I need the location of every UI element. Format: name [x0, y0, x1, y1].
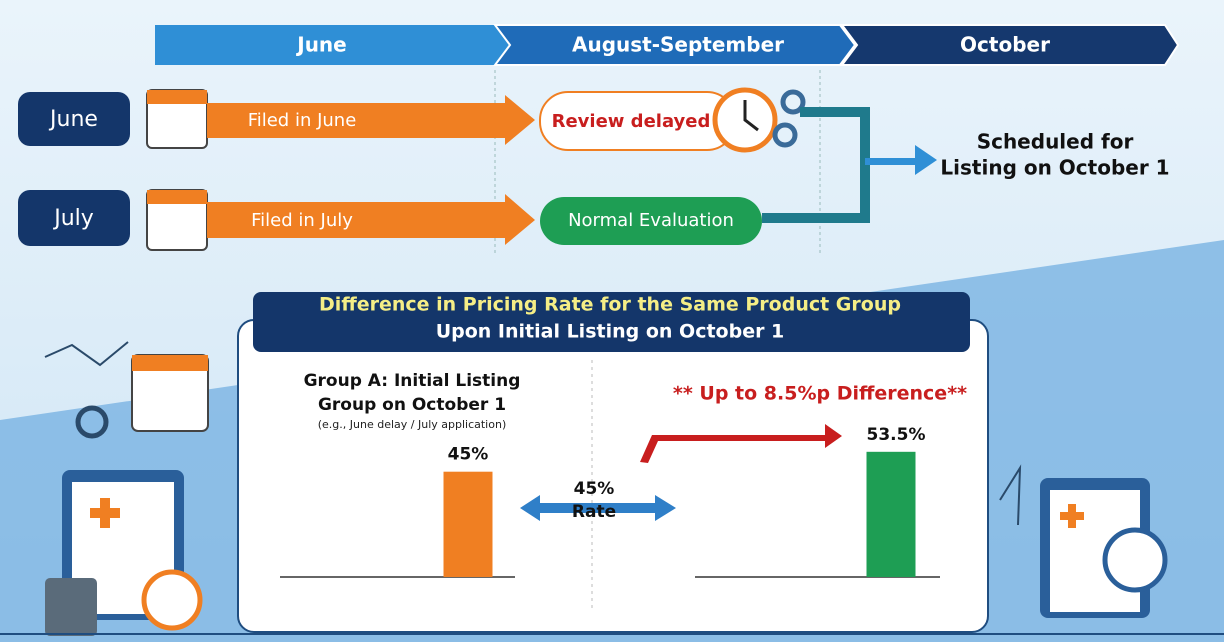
month-pill — [18, 190, 130, 246]
group-note: (e.g., June delay / July application) — [318, 418, 506, 431]
trend-icon — [999, 464, 1022, 526]
panel-title-box — [253, 292, 970, 352]
rate-label: 45% — [574, 479, 615, 499]
filed-label: Filed in June — [248, 110, 357, 131]
month-pill — [18, 92, 130, 146]
gear-icon — [772, 122, 798, 148]
gear-icon — [780, 89, 806, 115]
outcome-label: Scheduled for — [977, 130, 1134, 154]
panel-title: Difference in Pricing Rate for the Same … — [319, 294, 901, 316]
phase-label: June — [295, 33, 346, 57]
calendar-icon — [132, 355, 208, 371]
bar — [443, 471, 493, 577]
cross-icon — [1060, 504, 1084, 528]
clock-icon — [141, 569, 203, 631]
calendar-icon — [147, 190, 207, 204]
difference-label: ** Up to 8.5%p Difference** — [673, 383, 967, 405]
double-arrow — [520, 495, 676, 521]
clock-icon — [743, 100, 759, 132]
bar-value-label: 53.5% — [867, 425, 926, 445]
arrow — [207, 194, 535, 245]
rate-label: Rate — [572, 502, 616, 522]
outcome-label: Listing on October 1 — [940, 156, 1169, 180]
filed-label: Filed in July — [251, 210, 353, 231]
calendar-icon — [147, 90, 207, 104]
panel-title: Upon Initial Listing on October 1 — [436, 321, 785, 343]
phase-chevron — [493, 24, 857, 66]
phase-label: October — [960, 33, 1050, 57]
gear-icon — [75, 405, 109, 439]
status-label: Review delayed — [552, 111, 711, 132]
arrow — [865, 145, 937, 175]
month-label: July — [52, 206, 94, 231]
bar-value-label: 45% — [448, 445, 489, 465]
arrow — [207, 95, 535, 145]
group-label: Group A: Initial Listing — [304, 371, 521, 391]
calculator-icon — [45, 578, 97, 636]
month-label: June — [48, 107, 98, 132]
phase-label: August-September — [572, 33, 784, 57]
phase-chevron — [840, 24, 1180, 66]
clock-icon — [1102, 527, 1168, 593]
group-label: Group on October 1 — [318, 395, 506, 415]
phase-chevron — [155, 25, 510, 65]
bar — [866, 451, 916, 577]
cross-icon — [90, 498, 120, 528]
trend-icon — [44, 341, 129, 367]
status-label: Normal Evaluation — [568, 210, 734, 231]
status-box — [540, 197, 762, 245]
